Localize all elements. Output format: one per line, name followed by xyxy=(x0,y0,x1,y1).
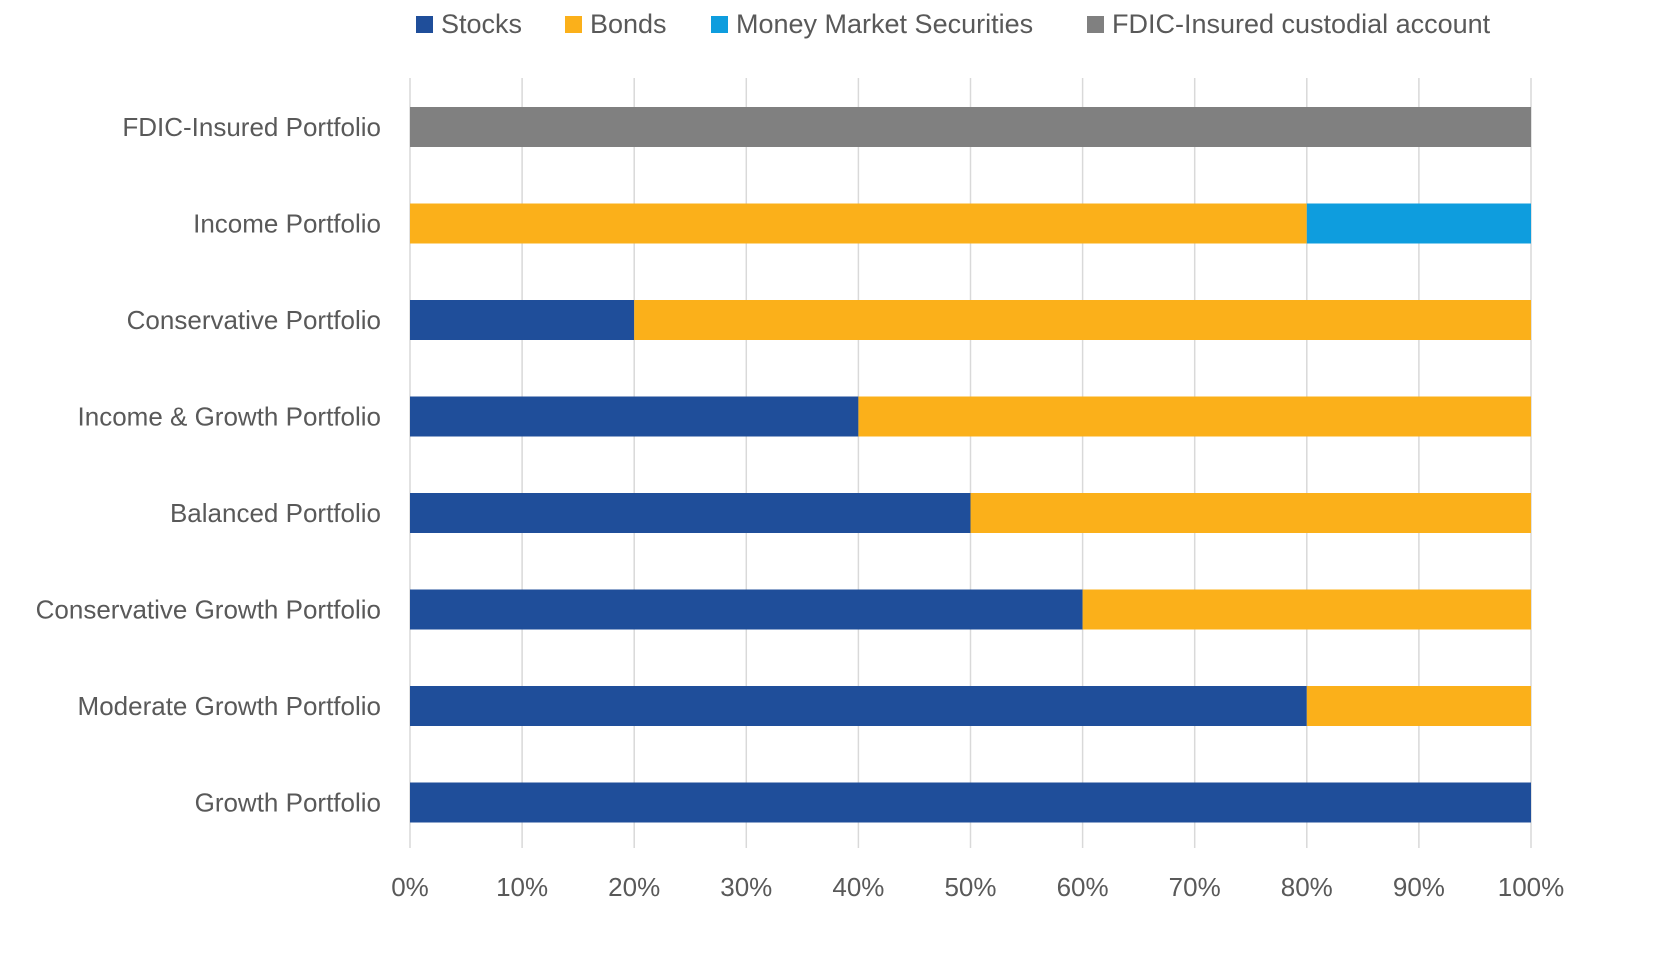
legend-label-bonds: Bonds xyxy=(590,8,667,39)
x-tick-label: 10% xyxy=(496,872,548,902)
bar-conservative-growth-portfolio-stocks xyxy=(410,589,1083,630)
category-label: Growth Portfolio xyxy=(195,788,381,818)
legend: Stocks Bonds Money Market Securities FDI… xyxy=(0,0,1678,48)
category-label: Income & Growth Portfolio xyxy=(78,402,381,432)
legend-item-fdic-custodial: FDIC-Insured custodial account xyxy=(1087,9,1490,40)
x-tick-label: 70% xyxy=(1169,872,1221,902)
category-label: Moderate Growth Portfolio xyxy=(78,691,381,721)
bar-income-growth-portfolio-bonds xyxy=(858,396,1531,437)
x-tick-label: 100% xyxy=(1498,872,1565,902)
category-label: Income Portfolio xyxy=(193,209,381,239)
legend-swatch-fdic-custodial xyxy=(1087,15,1104,33)
legend-label-fdic-custodial: FDIC-Insured custodial account xyxy=(1112,8,1491,39)
x-tick-label: 0% xyxy=(391,872,429,902)
legend-swatch-money-market xyxy=(711,15,728,33)
bar-moderate-growth-portfolio-bonds xyxy=(1306,686,1531,726)
bar-income-portfolio-money-market-securities xyxy=(1306,203,1531,244)
bar-balanced-portfolio-bonds xyxy=(970,493,1531,533)
legend-label-money-market: Money Market Securities xyxy=(736,8,1034,39)
bar-income-growth-portfolio-stocks xyxy=(410,396,859,437)
x-tick-label: 60% xyxy=(1057,872,1109,902)
x-tick-label: 90% xyxy=(1393,872,1445,902)
grid-lines xyxy=(409,78,1532,848)
category-label: FDIC-Insured Portfolio xyxy=(122,112,381,142)
bar-conservative-portfolio-bonds xyxy=(634,300,1531,340)
category-label: Conservative Portfolio xyxy=(127,305,381,335)
legend-swatch-bonds xyxy=(565,15,582,33)
bar-fdic-insured-portfolio-fdic-insured-custodial-account xyxy=(410,107,1531,147)
category-label: Balanced Portfolio xyxy=(170,498,381,528)
x-tick-label: 40% xyxy=(832,872,884,902)
category-label: Conservative Growth Portfolio xyxy=(36,595,381,625)
bar-conservative-growth-portfolio-bonds xyxy=(1082,589,1531,630)
x-tick-labels: 0% 10% 20% 30% 40% 50% 60% 70% 80% 90% 100% xyxy=(391,872,1564,902)
x-tick-label: 20% xyxy=(608,872,660,902)
legend-label-stocks: Stocks xyxy=(441,8,523,39)
legend-swatch-stocks xyxy=(416,15,433,33)
bar-growth-portfolio-stocks xyxy=(410,782,1531,823)
bars xyxy=(410,107,1531,823)
x-tick-label: 50% xyxy=(944,872,996,902)
bar-income-portfolio-bonds xyxy=(410,203,1307,244)
bar-balanced-portfolio-stocks xyxy=(410,493,971,533)
bar-conservative-portfolio-stocks xyxy=(410,300,635,340)
category-labels: FDIC-Insured Portfolio Income Portfolio Co… xyxy=(36,112,381,818)
x-tick-label: 30% xyxy=(720,872,772,902)
legend-item-stocks: Stocks xyxy=(416,9,522,40)
x-tick-label: 80% xyxy=(1281,872,1333,902)
bar-moderate-growth-portfolio-stocks xyxy=(410,686,1307,726)
legend-item-money-market: Money Market Securities xyxy=(711,9,1033,40)
legend-item-bonds: Bonds xyxy=(565,9,667,40)
